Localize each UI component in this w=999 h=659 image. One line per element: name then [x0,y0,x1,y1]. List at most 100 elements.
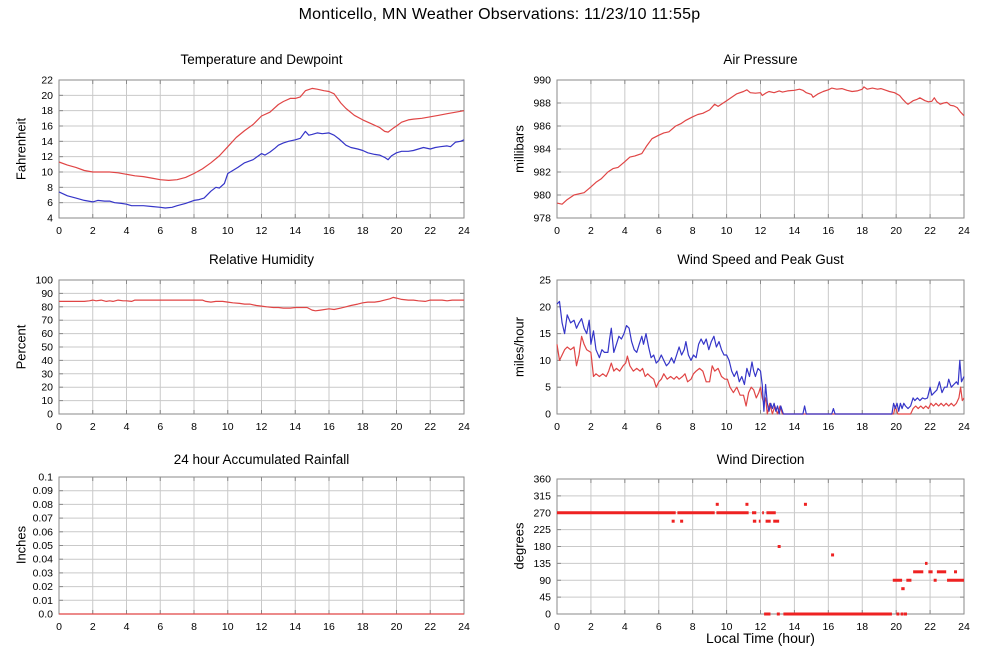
plot-frame [556,79,965,219]
x-tick-label: 14 [289,621,301,633]
x-tick-label: 16 [323,621,335,633]
y-tick-label: 60 [41,328,53,340]
x-tick-label: 18 [856,225,868,237]
x-tick-label: 0 [554,421,560,433]
wind-direction-dot [933,578,937,582]
x-tick-label: 0 [56,225,62,237]
y-tick-label: 10 [41,395,53,407]
x-tick-label: 8 [690,225,696,237]
x-tick-label: 16 [822,421,834,433]
chart-title-wind-direction: Wind Direction [716,452,805,467]
wind-direction-dot [765,612,769,616]
chart-title-air-pressure: Air Pressure [723,52,798,67]
y-tick-label: 225 [533,524,551,536]
y-tick-label: 70 [41,315,53,327]
wind-direction-dot [896,612,900,616]
x-tick-label: 2 [90,621,96,633]
x-tick-label: 10 [222,225,234,237]
y-tick-label: 986 [533,121,551,133]
y-tick-label: 0.08 [33,499,54,511]
x-tick-label: 6 [656,421,662,433]
y-tick-label: 180 [533,541,551,553]
x-tick-label: 2 [588,421,594,433]
x-tick-label: 14 [789,421,801,433]
x-tick-label: 18 [357,621,369,633]
x-tick-label: 12 [256,621,268,633]
y-tick-label: 10 [539,355,551,367]
wind-direction-dot [764,612,768,616]
x-tick-label: 22 [424,421,436,433]
x-tick-label: 18 [856,421,868,433]
x-tick-label: 6 [157,421,163,433]
y-tick-label: 15 [539,328,551,340]
y-tick-label: 982 [533,167,551,179]
x-axis-label: Local Time (hour) [706,630,815,646]
wind-speed-series [556,335,965,415]
y-tick-label: 25 [539,275,551,287]
y-tick-label: 12 [41,151,53,163]
relative-humidity-chart: 0 2 4 6 8 10 12 14 16 18 20 22 240102030405060708090… [35,275,470,434]
x-tick-label: 12 [755,225,767,237]
x-tick-label: 6 [157,225,163,237]
y-tick-label: 8 [47,182,53,194]
y-tick-label: 6 [47,197,53,209]
x-tick-label: 8 [690,421,696,433]
peak-gust-series [556,300,965,415]
x-tick-label: 22 [424,621,436,633]
y-tick-label: 988 [533,98,551,110]
x-tick-label: 0 [554,621,560,633]
x-tick-label: 10 [222,621,234,633]
y-tick-label: 18 [41,105,53,117]
x-tick-label: 4 [124,225,130,237]
wind-direction-dot [777,545,781,548]
x-tick-label: 10 [721,225,733,237]
y-tick-label: 0 [545,409,551,421]
x-tick-label: 12 [256,421,268,433]
chart-title-relative-humidity: Relative Humidity [208,252,315,267]
x-tick-label: 20 [391,421,403,433]
x-tick-label: 22 [924,421,936,433]
x-tick-label: 24 [958,621,970,633]
y-tick-label: 0.06 [33,526,54,538]
temperature-series [58,87,465,181]
y-tick-label: 0.1 [38,472,53,484]
y-tick-label: 0.0 [38,609,53,621]
y-tick-label: 50 [41,342,53,354]
x-tick-label: 4 [124,621,130,633]
x-tick-label: 24 [958,421,970,433]
y-tick-label: 16 [41,121,53,133]
wind-direction-dot [831,553,835,557]
dewpoint-series [58,130,465,209]
x-tick-label: 0 [56,421,62,433]
x-tick-label: 10 [222,421,234,433]
wind-direction-dot [776,612,780,616]
x-tick-label: 4 [622,621,628,633]
x-tick-label: 22 [924,621,936,633]
y-tick-label: 135 [533,558,551,570]
y-tick-label: 978 [533,213,551,225]
y-tick-label: 0 [545,609,551,621]
y-tick-label: 0.05 [33,540,54,552]
y-tick-label: 0.04 [33,554,54,566]
x-tick-label: 6 [656,225,662,237]
x-tick-label: 6 [157,621,163,633]
y-tick-label: 990 [533,75,551,87]
plot-frame [58,279,465,415]
x-tick-label: 22 [424,225,436,237]
x-tick-label: 24 [458,621,470,633]
y-tick-label: 20 [41,382,53,394]
x-tick-label: 22 [924,225,936,237]
x-tick-label: 6 [656,621,662,633]
x-tick-label: 16 [323,421,335,433]
x-tick-label: 4 [622,421,628,433]
x-tick-label: 0 [56,621,62,633]
chart-title-wind-speed-gust: Wind Speed and Peak Gust [677,252,844,267]
x-tick-label: 2 [588,621,594,633]
wind-direction-chart: 0 2 4 6 8 10 12 14 16 18 20 22 240459013518022527031… [533,474,970,634]
x-tick-label: 16 [822,225,834,237]
plot-frame [58,79,465,219]
y-tick-label: 360 [533,474,551,486]
relative-humidity-series [59,296,464,312]
